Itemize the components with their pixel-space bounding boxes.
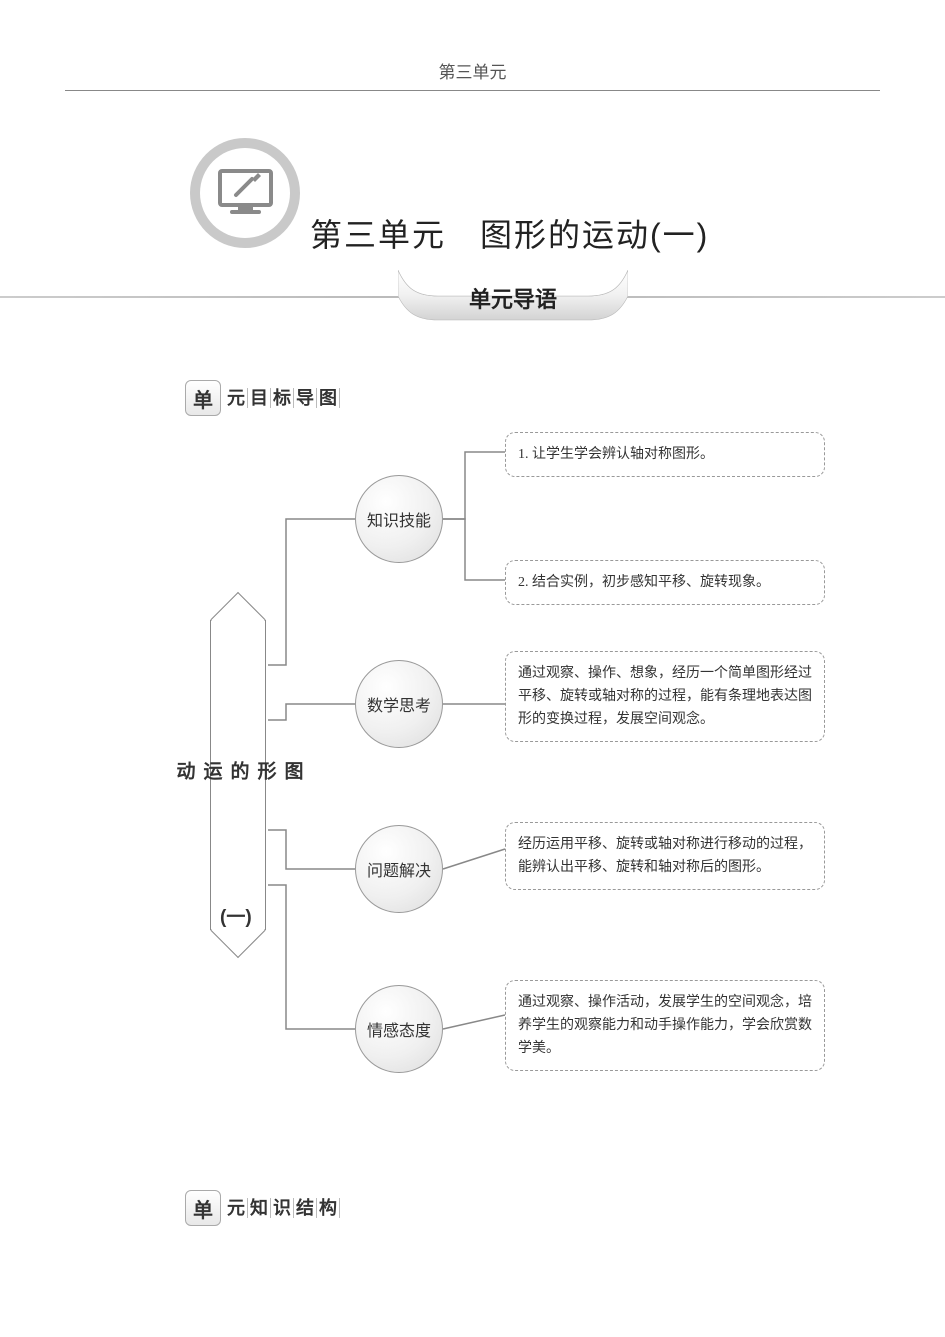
diagram-root-text: 图 形 的 运 动 xyxy=(171,761,306,790)
header-rule xyxy=(65,90,880,91)
node-problem-solving: 问题解决 xyxy=(355,825,443,913)
section1-char: 导 xyxy=(294,388,317,408)
section2-char: 元 xyxy=(225,1198,248,1218)
node-knowledge-skill: 知识技能 xyxy=(355,475,443,563)
diagram-root: 图 形 的 运 动 xyxy=(210,620,266,930)
diagram-root-suffix: (一) xyxy=(220,902,252,929)
section1-header: 单 元目标导图 xyxy=(185,380,340,416)
node-attitude: 情感态度 xyxy=(355,985,443,1073)
section2-chars: 元知识结构 xyxy=(225,1198,340,1219)
section1-char: 目 xyxy=(248,388,271,408)
page-header: 第三单元 xyxy=(0,58,945,83)
section1-chars: 元目标导图 xyxy=(225,388,340,409)
section2-char: 构 xyxy=(317,1198,340,1218)
chapter-title: 第三单元 图形的运动(一) xyxy=(310,210,709,256)
section1-lead: 单 xyxy=(185,380,221,416)
section2-char: 结 xyxy=(294,1198,317,1218)
leaf-2: 通过观察、操作、想象，经历一个简单图形经过平移、旋转或轴对称的过程，能有条理地表… xyxy=(505,651,825,742)
section2-header: 单 元知识结构 xyxy=(185,1190,340,1226)
section1-char: 元 xyxy=(225,388,248,408)
intro-tab-label: 单元导语 xyxy=(398,282,628,314)
leaf-1b: 2. 结合实例，初步感知平移、旋转现象。 xyxy=(505,560,825,605)
leaf-1a: 1. 让学生学会辨认轴对称图形。 xyxy=(505,432,825,477)
section1-char: 图 xyxy=(317,388,340,408)
section2-lead: 单 xyxy=(185,1190,221,1226)
leaf-4: 通过观察、操作活动，发展学生的空间观念，培养学生的观察能力和动手操作能力，学会欣… xyxy=(505,980,825,1071)
node-math-thinking: 数学思考 xyxy=(355,660,443,748)
leaf-3: 经历运用平移、旋转或轴对称进行移动的过程，能辨认出平移、旋转和轴对称后的图形。 xyxy=(505,822,825,890)
section2-char: 识 xyxy=(271,1198,294,1218)
section2-char: 知 xyxy=(248,1198,271,1218)
goal-diagram: 图 形 的 运 动 (一) 知识技能 数学思考 问题解决 情感态度 1. 让学生… xyxy=(190,440,840,1120)
intro-tab: 单元导语 xyxy=(398,270,628,322)
chapter-icon xyxy=(190,138,300,248)
section1-char: 标 xyxy=(271,388,294,408)
